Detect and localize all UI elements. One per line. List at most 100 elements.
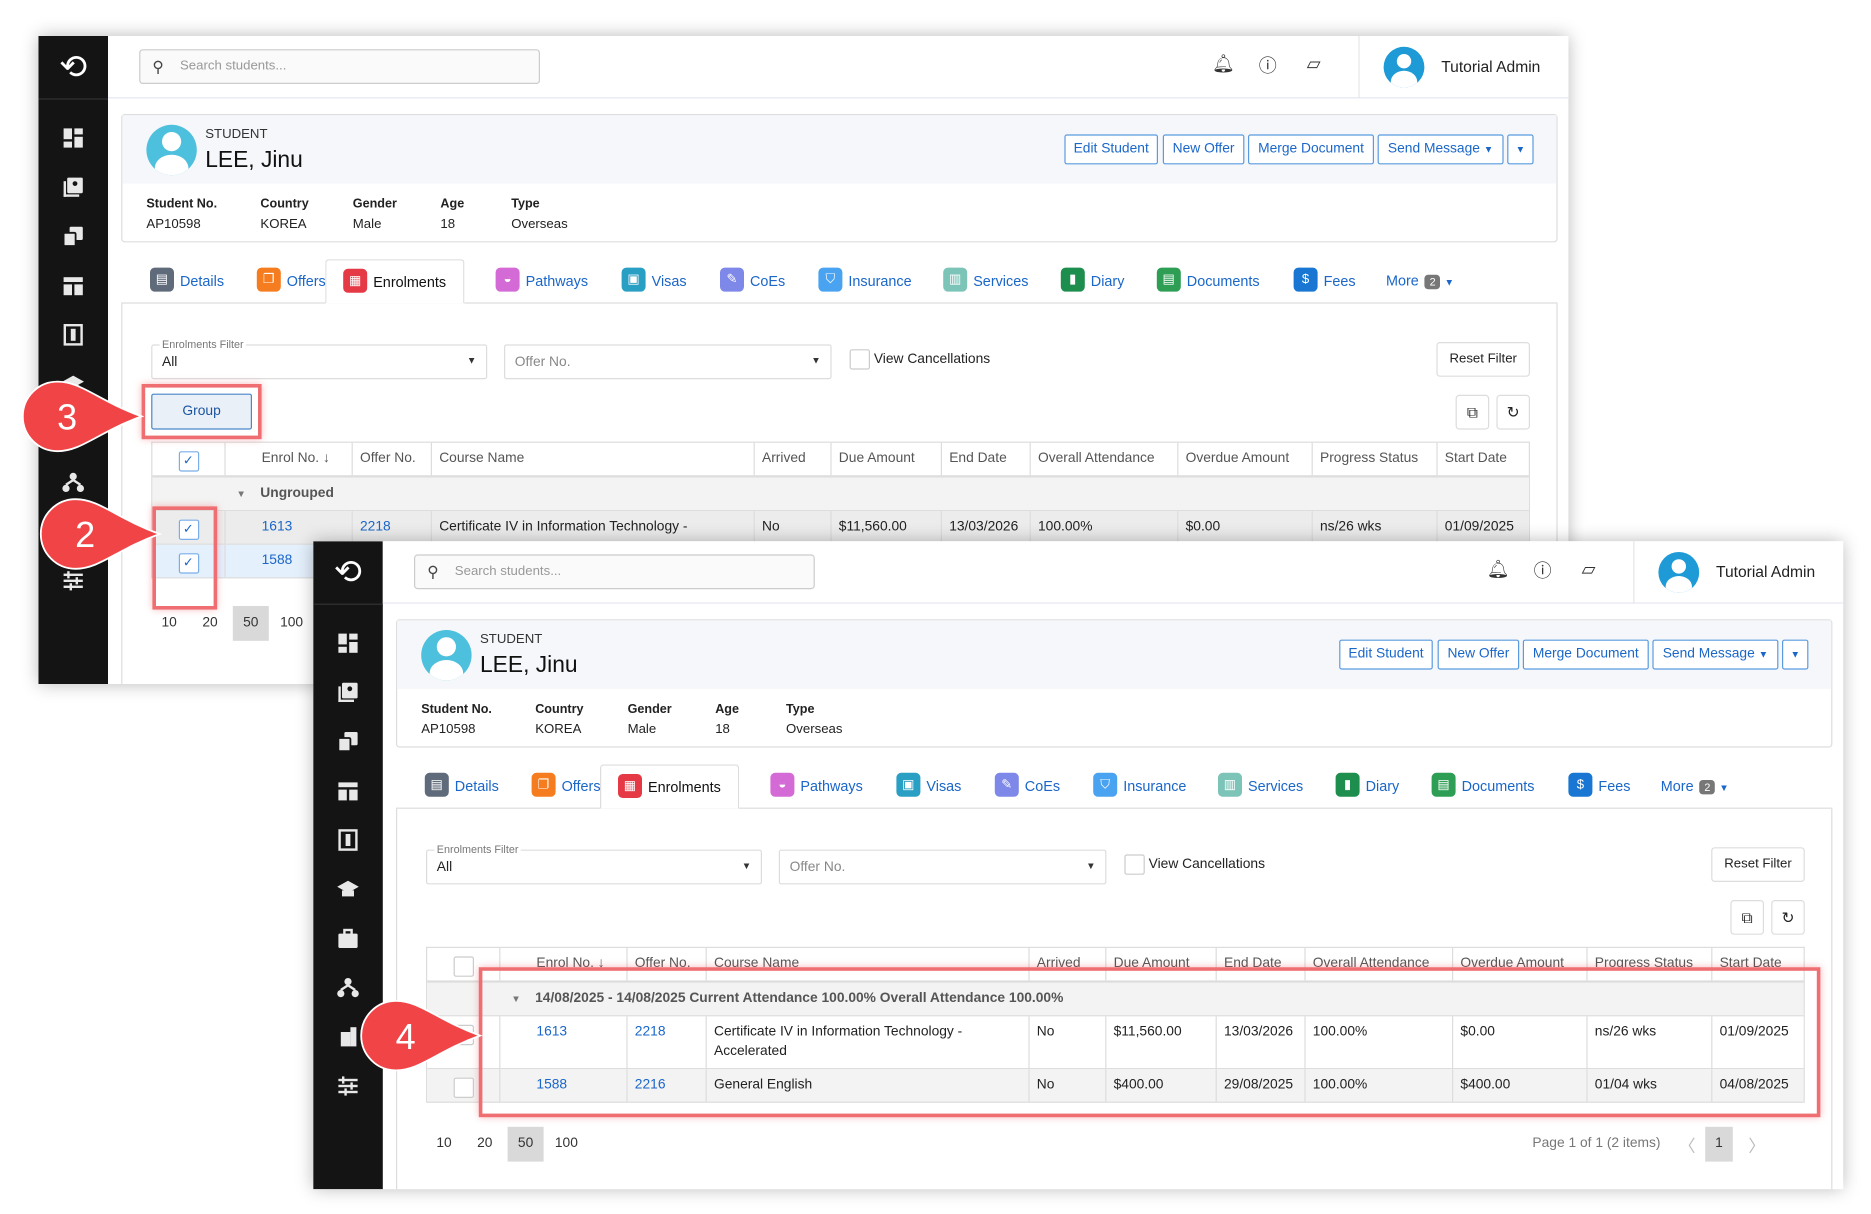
tab-pathways[interactable]: ◒ Pathways xyxy=(495,259,588,303)
help-icon[interactable]: ⓘ xyxy=(1533,561,1552,582)
more-actions-button[interactable]: ▼ xyxy=(1507,134,1534,165)
page-size-option[interactable]: 10 xyxy=(436,1136,452,1151)
fees-icon[interactable] xyxy=(336,828,360,852)
column-header[interactable]: Course Name xyxy=(430,442,754,476)
cell-enrol[interactable]: 1588 xyxy=(499,1069,626,1102)
group-button[interactable]: Group xyxy=(151,393,253,430)
dashboard-icon[interactable] xyxy=(336,631,360,655)
cell-offer[interactable]: 2218 xyxy=(626,1016,705,1068)
tab-more[interactable]: More 2 ▼ xyxy=(1386,259,1454,303)
more-actions-button[interactable]: ▼ xyxy=(1782,639,1809,670)
tab-coes[interactable]: ✎ CoEs xyxy=(720,259,785,303)
tab-details[interactable]: ▤ Details xyxy=(424,764,499,808)
table-row[interactable]: 1613 2218 Certificate IV in Information Te… xyxy=(427,1016,1804,1070)
column-header[interactable]: End Date xyxy=(940,442,1030,476)
tab-diary[interactable]: ▮ Diary xyxy=(1335,764,1399,808)
column-header[interactable]: Overall Attendance xyxy=(1029,442,1178,476)
reset-filter-button[interactable]: Reset Filter xyxy=(1711,847,1805,883)
tab-pathways[interactable]: ◒ Pathways xyxy=(770,764,863,808)
contacts-icon[interactable] xyxy=(336,680,360,704)
new-offer-button[interactable]: New Offer xyxy=(1437,639,1520,670)
tab-details[interactable]: ▤ Details xyxy=(150,259,224,303)
offers-icon[interactable] xyxy=(336,730,360,754)
view-cancellations[interactable]: View Cancellations xyxy=(1124,854,1265,875)
page-size-option[interactable]: 10 xyxy=(161,615,177,630)
collapse-icon[interactable]: ▼ xyxy=(511,993,521,1005)
group-row[interactable]: ▼ Ungrouped xyxy=(152,477,1529,512)
layout-icon[interactable] xyxy=(61,274,85,298)
tab-enrolments[interactable]: ▦ Enrolments xyxy=(325,259,465,304)
tab-services[interactable]: ▥ Services xyxy=(943,259,1028,303)
page-size-option[interactable]: 50 xyxy=(507,1126,544,1162)
fees-icon[interactable] xyxy=(61,323,85,347)
refresh-button[interactable]: ↻ xyxy=(1496,394,1530,430)
cell-enrol[interactable]: 1613 xyxy=(224,511,351,544)
column-chooser-button[interactable]: ⧉ xyxy=(1455,394,1490,430)
row-checkbox[interactable]: ✓ xyxy=(178,553,199,574)
table-row[interactable]: 1588 2216 General English No $400.00 29/08/20… xyxy=(427,1069,1804,1103)
cell-enrol[interactable]: 1588 xyxy=(224,544,351,578)
network-icon[interactable] xyxy=(336,976,360,1000)
refresh-button[interactable]: ↻ xyxy=(1771,900,1805,935)
tab-documents[interactable]: ▤ Documents xyxy=(1431,764,1534,808)
edit-student-button[interactable]: Edit Student xyxy=(1064,134,1158,165)
column-header[interactable]: Progress Status xyxy=(1311,442,1437,476)
settings-sliders-icon[interactable] xyxy=(336,1074,360,1098)
enrolments-filter-select[interactable]: Enrolments Filter All ▼ xyxy=(426,843,762,885)
logo-icon[interactable]: ⟲ xyxy=(333,553,363,591)
tab-documents[interactable]: ▤ Documents xyxy=(1156,259,1260,303)
new-offer-button[interactable]: New Offer xyxy=(1162,134,1245,165)
send-message-button[interactable]: Send Message ▼ xyxy=(1652,639,1779,670)
cell-offer[interactable]: 2218 xyxy=(351,511,431,544)
page-button[interactable]: 1 xyxy=(1705,1126,1733,1162)
merge-document-button[interactable]: Merge Document xyxy=(1248,134,1374,165)
bell-icon[interactable]: 🔔︎ xyxy=(1212,54,1235,75)
user-avatar[interactable] xyxy=(1383,46,1425,88)
reset-filter-button[interactable]: Reset Filter xyxy=(1436,342,1530,377)
search-input[interactable]: ⚲ Search students... xyxy=(139,49,540,84)
tab-insurance[interactable]: ⛉ Insurance xyxy=(1093,764,1186,808)
view-cancellations-checkbox[interactable] xyxy=(849,349,871,370)
layout-icon[interactable] xyxy=(336,779,360,803)
graduation-icon[interactable] xyxy=(336,877,360,901)
contacts-icon[interactable] xyxy=(61,175,85,199)
cell-offer[interactable]: 2216 xyxy=(626,1069,705,1102)
group-row[interactable]: ▼ 14/08/2025 - 14/08/2025 Current Attenda… xyxy=(427,982,1804,1017)
collapse-icon[interactable]: ▼ xyxy=(236,488,246,500)
column-header[interactable]: Enrol No. ↓ xyxy=(224,442,351,476)
column-header[interactable]: Arrived xyxy=(753,442,831,476)
view-cancellations[interactable]: View Cancellations xyxy=(849,349,990,370)
tab-visas[interactable]: ▣ Visas xyxy=(896,764,961,808)
offer-no-select[interactable]: Offer No. ▼ xyxy=(778,849,1107,885)
page-size-option[interactable]: 20 xyxy=(477,1136,493,1151)
settings-sliders-icon[interactable] xyxy=(61,569,85,593)
briefcase-icon[interactable] xyxy=(336,926,360,950)
prev-page-icon[interactable]: 〈 xyxy=(1678,1136,1696,1156)
user-avatar[interactable] xyxy=(1658,552,1700,593)
user-name[interactable]: Tutorial Admin xyxy=(1441,57,1541,76)
offers-icon[interactable] xyxy=(61,224,85,248)
merge-document-button[interactable]: Merge Document xyxy=(1522,639,1649,670)
network-icon[interactable] xyxy=(61,470,85,494)
tab-visas[interactable]: ▣ Visas xyxy=(621,259,687,303)
tab-insurance[interactable]: ⛉ Insurance xyxy=(818,259,912,303)
select-all-checkbox[interactable] xyxy=(453,956,474,977)
tab-coes[interactable]: ✎ CoEs xyxy=(994,764,1060,808)
send-message-button[interactable]: Send Message ▼ xyxy=(1377,134,1504,165)
tab-more[interactable]: More 2 ▼ xyxy=(1661,764,1729,808)
tab-fees[interactable]: $ Fees xyxy=(1568,764,1630,808)
table-row[interactable]: ✓ 1613 2218 Certificate IV in Information T… xyxy=(152,511,1529,545)
offer-no-select[interactable]: Offer No. ▼ xyxy=(504,344,832,380)
page-size-option[interactable]: 100 xyxy=(280,615,304,630)
tab-enrolments[interactable]: ▦ Enrolments xyxy=(600,764,739,809)
view-cancellations-checkbox[interactable] xyxy=(1124,854,1145,875)
building-icon[interactable] xyxy=(336,1025,360,1049)
column-header[interactable]: Start Date xyxy=(1436,442,1531,476)
chat-icon[interactable]: ▱ xyxy=(1306,54,1321,75)
tab-services[interactable]: ▥ Services xyxy=(1218,764,1303,808)
tab-diary[interactable]: ▮ Diary xyxy=(1060,259,1124,303)
chat-icon[interactable]: ▱ xyxy=(1581,559,1596,580)
tab-fees[interactable]: $ Fees xyxy=(1293,259,1356,303)
tab-offers[interactable]: ❐ Offers xyxy=(256,259,326,303)
column-header[interactable]: Offer No. xyxy=(351,442,431,476)
